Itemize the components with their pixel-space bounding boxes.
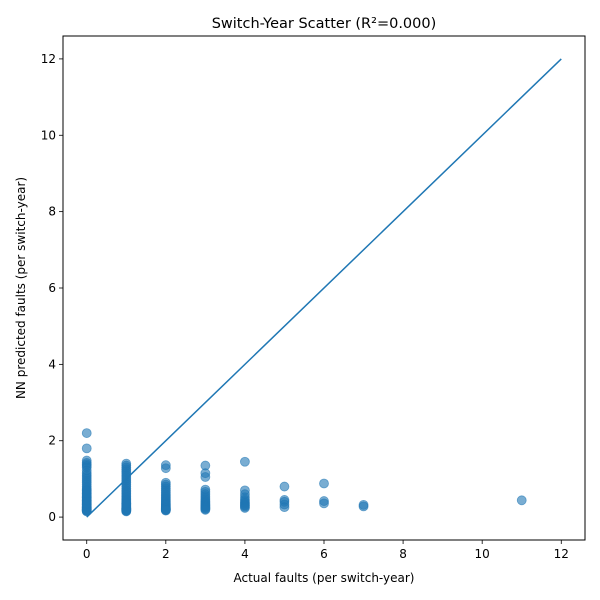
x-tick-label: 6	[320, 547, 328, 561]
x-tick-label: 0	[83, 547, 91, 561]
plot-area	[81, 58, 562, 518]
y-tick-label: 4	[48, 357, 56, 371]
data-point	[200, 472, 211, 482]
y-tick-label: 12	[41, 52, 56, 66]
data-point	[81, 428, 92, 438]
data-point	[121, 498, 132, 509]
axis-ticks: 0 2 4 6 8 10 12 0 2 4 6 8 10 12	[41, 52, 569, 561]
data-point	[240, 456, 250, 467]
chart-title: Switch-Year Scatter (R²=0.000)	[212, 16, 437, 32]
data-point	[200, 504, 211, 515]
y-tick-label: 6	[48, 281, 56, 295]
data-point	[81, 443, 92, 454]
data-point	[160, 463, 171, 474]
x-tick-label: 2	[162, 547, 170, 561]
data-point	[279, 481, 290, 492]
x-axis-label: Actual faults (per switch-year)	[233, 571, 414, 585]
data-point	[319, 498, 329, 509]
plot-frame	[62, 35, 586, 541]
x-tick-label: 10	[475, 547, 490, 561]
data-point	[81, 485, 92, 496]
data-point	[240, 503, 250, 513]
reference-line	[86, 58, 562, 518]
data-point	[358, 501, 369, 512]
x-tick-label: 12	[554, 547, 569, 561]
data-point	[319, 478, 329, 489]
y-axis-label: NN predicted faults (per switch-year)	[14, 177, 28, 399]
data-point	[516, 495, 527, 506]
y-tick-label: 0	[48, 510, 56, 524]
y-tick-label: 8	[48, 205, 56, 219]
x-tick-label: 8	[399, 547, 407, 561]
data-point	[160, 505, 171, 516]
data-point	[279, 502, 290, 513]
y-tick-label: 10	[41, 128, 56, 142]
x-tick-label: 4	[241, 547, 249, 561]
y-tick-label: 2	[48, 434, 56, 448]
